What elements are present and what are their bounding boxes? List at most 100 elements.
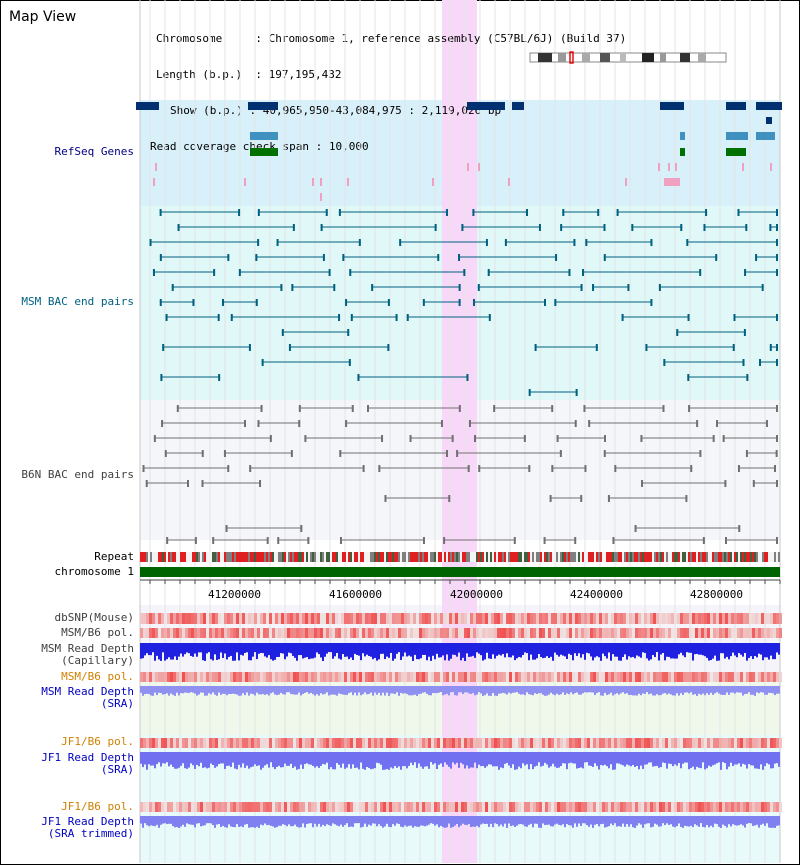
msm-capillary-depth-bin bbox=[176, 643, 178, 660]
jf1-trimmed-depth-bin bbox=[298, 816, 300, 828]
track-label-msm-read-depth-capillary[interactable]: MSM Read Depth bbox=[41, 642, 134, 655]
jf1-b6-pol-bin bbox=[164, 738, 167, 748]
track-label-msm-b6-pol-2[interactable]: MSM/B6 pol. bbox=[61, 670, 134, 683]
jf1-sra-depth-bin bbox=[574, 752, 576, 764]
repeat-bin bbox=[282, 552, 284, 562]
msm-b6-pol-bin bbox=[320, 628, 323, 638]
track-label-chromosome[interactable]: chromosome 1 bbox=[54, 565, 134, 578]
msm-bac-pair-end bbox=[703, 224, 706, 231]
track-label-b6n-bac[interactable]: B6N BAC end pairs bbox=[21, 468, 134, 481]
jf1-sra-depth-bin bbox=[528, 752, 530, 770]
msm-sra-depth-bin bbox=[740, 686, 742, 693]
msm-sra-depth-bin bbox=[504, 686, 506, 694]
repeat-bin bbox=[632, 552, 634, 562]
repeat-bin bbox=[488, 552, 490, 562]
msm-capillary-depth-bin bbox=[182, 643, 184, 657]
jf1-trimmed-depth-bin bbox=[192, 816, 194, 825]
msm-capillary-depth-bin bbox=[448, 643, 450, 661]
track-label-repeat[interactable]: Repeat bbox=[94, 550, 134, 563]
jf1-trimmed-depth-bin bbox=[164, 816, 166, 824]
track-label-jf1-read-depth-trimmed[interactable]: JF1 Read Depth bbox=[41, 815, 134, 828]
repeat-bin bbox=[378, 552, 380, 562]
msm-b6-pol-bin bbox=[443, 672, 446, 682]
jf1-sra-depth-bin bbox=[304, 752, 306, 765]
msm-sra-depth-bin bbox=[638, 686, 640, 694]
dbsnp-bin bbox=[635, 613, 638, 624]
jf1-trimmed-depth-bin bbox=[396, 816, 398, 824]
jf1-sra-depth-bin bbox=[284, 752, 286, 764]
msm-b6-pol-bin bbox=[158, 628, 161, 638]
msm-sra-depth-bin bbox=[476, 686, 478, 695]
msm-b6-pol-bin bbox=[230, 672, 233, 682]
msm-b6-pol-bin bbox=[416, 672, 419, 682]
jf1-b6-pol-bin bbox=[347, 738, 350, 748]
jf1-trimmed-depth-bin bbox=[738, 816, 740, 826]
msm-b6-pol-bin bbox=[509, 672, 512, 682]
jf1-sra-depth-bin bbox=[502, 752, 504, 769]
msm-b6-pol-bin bbox=[488, 672, 491, 682]
msm-capillary-depth-bin bbox=[496, 643, 498, 656]
msm-b6-pol-bin bbox=[140, 672, 143, 682]
track-label-msm-b6-pol-1[interactable]: MSM/B6 pol. bbox=[61, 626, 134, 639]
msm-capillary-depth-bin bbox=[220, 643, 222, 653]
msm-b6-pol-bin bbox=[611, 628, 614, 638]
track-label-jf1-b6-pol-2[interactable]: JF1/B6 pol. bbox=[61, 800, 134, 813]
msm-bac-pair-end bbox=[595, 344, 598, 351]
track-label-refseq[interactable]: RefSeq Genes bbox=[54, 145, 134, 158]
track-label-jf1-read-depth-sra[interactable]: JF1 Read Depth bbox=[41, 751, 134, 764]
jf1-b6-pol-bin bbox=[326, 802, 329, 812]
b6n-bac-pair-end bbox=[745, 450, 748, 457]
jf1-trimmed-depth-bin bbox=[744, 816, 746, 828]
msm-b6-pol-bin bbox=[176, 672, 179, 682]
track-label-dbsnp[interactable]: dbSNP(Mouse) bbox=[54, 611, 134, 624]
repeat-bin bbox=[640, 552, 642, 562]
msm-bac-pair-end bbox=[676, 329, 679, 336]
msm-capillary-depth-bin bbox=[582, 643, 584, 655]
b6n-bac-pair-end bbox=[298, 420, 301, 427]
b6n-bac-pair-end bbox=[339, 537, 342, 544]
dbsnp-bin bbox=[593, 613, 596, 624]
track-label-msm-read-depth-sra[interactable]: MSM Read Depth bbox=[41, 685, 134, 698]
msm-b6-pol-bin bbox=[698, 672, 701, 682]
track-label-jf1-b6-pol-1[interactable]: JF1/B6 pol. bbox=[61, 735, 134, 748]
dbsnp-bin bbox=[293, 613, 296, 624]
repeat-bin bbox=[546, 552, 548, 562]
jf1-b6-pol-bin bbox=[524, 738, 527, 748]
repeat-bin bbox=[520, 552, 522, 562]
msm-sra-depth-bin bbox=[576, 686, 578, 693]
msm-bac-pair-end bbox=[255, 254, 258, 261]
dbsnp-bin bbox=[332, 613, 335, 624]
dbsnp-bin bbox=[578, 613, 581, 624]
dbsnp-bin bbox=[224, 613, 227, 624]
jf1-b6-pol-bin bbox=[731, 738, 734, 748]
jf1-sra-depth-bin bbox=[640, 752, 642, 766]
msm-capillary-depth-bin bbox=[260, 643, 262, 653]
msm-sra-depth-bin bbox=[750, 686, 752, 695]
msm-sra-depth-bin bbox=[502, 686, 504, 693]
repeat-bin bbox=[364, 552, 366, 562]
jf1-sra-depth-bin bbox=[516, 752, 518, 770]
msm-b6-pol-bin bbox=[317, 672, 320, 682]
msm-b6-pol-bin bbox=[698, 628, 701, 638]
msm-capillary-depth-bin bbox=[228, 643, 230, 657]
jf1-sra-depth-bin bbox=[556, 752, 558, 768]
b6n-bac-pair-end bbox=[448, 495, 451, 502]
jf1-trimmed-depth-bin bbox=[490, 816, 492, 824]
jf1-b6-pol-bin bbox=[356, 802, 359, 812]
jf1-trimmed-depth-bin bbox=[348, 816, 350, 828]
msm-bac-pair-end bbox=[582, 269, 585, 276]
msm-b6-pol-bin bbox=[239, 672, 242, 682]
msm-b6-pol-bin bbox=[371, 672, 374, 682]
jf1-b6-pol-bin bbox=[446, 738, 449, 748]
msm-b6-pol-bin bbox=[365, 628, 368, 638]
jf1-trimmed-depth-bin bbox=[544, 816, 546, 825]
msm-capillary-depth-bin bbox=[464, 643, 466, 661]
msm-capillary-depth-bin bbox=[602, 643, 604, 654]
jf1-b6-pol-bin bbox=[284, 738, 287, 748]
msm-capillary-depth-bin bbox=[432, 643, 434, 656]
selected-region-highlight[interactable] bbox=[442, 0, 477, 863]
jf1-sra-depth-bin bbox=[728, 752, 730, 767]
jf1-trimmed-depth-bin bbox=[356, 816, 358, 824]
track-label-msm-bac[interactable]: MSM BAC end pairs bbox=[21, 295, 134, 308]
msm-sra-depth-bin bbox=[742, 686, 744, 696]
